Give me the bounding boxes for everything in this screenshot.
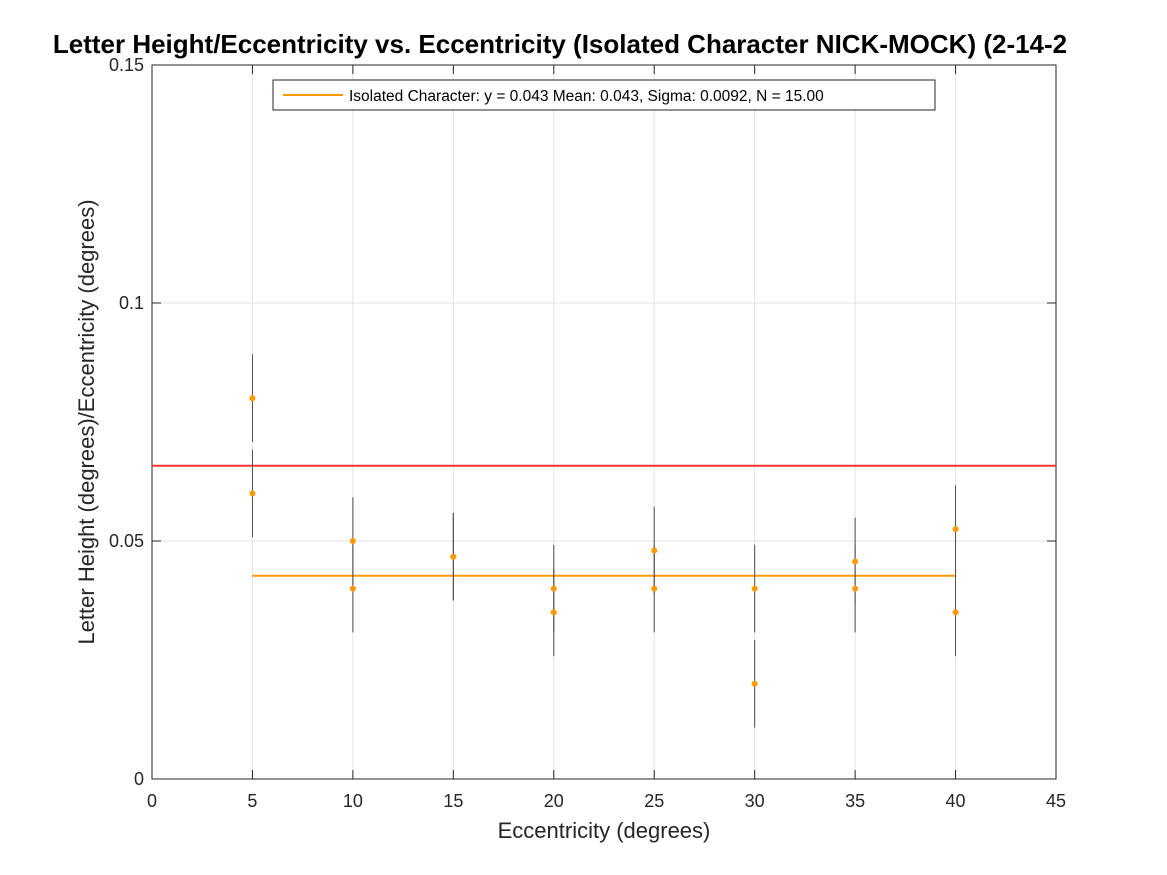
y-axis-label: Letter Height (degrees)/Eccentricity (de… <box>74 199 99 644</box>
plot-area-frame <box>151 64 1057 780</box>
x-tick-label: 20 <box>544 791 564 811</box>
x-tick-label: 25 <box>644 791 664 811</box>
legend-entry-label: Isolated Character: y = 0.043 Mean: 0.04… <box>349 88 824 105</box>
legend-box <box>272 79 936 111</box>
x-tick-label: 40 <box>946 791 966 811</box>
data-point <box>349 585 356 592</box>
data-point <box>751 680 758 687</box>
axis-ticks <box>151 64 1057 780</box>
data-point <box>550 585 557 592</box>
legend: Isolated Character: y = 0.043 Mean: 0.04… <box>272 79 936 111</box>
y-tick-label: 0 <box>134 769 144 789</box>
y-tick-label: 0.15 <box>109 55 144 75</box>
x-tick-label: 10 <box>343 791 363 811</box>
x-tick-label: 35 <box>845 791 865 811</box>
data-point <box>952 526 959 533</box>
data-point <box>550 609 557 616</box>
x-axis-label: Eccentricity (degrees) <box>498 818 711 843</box>
data-point <box>651 585 658 592</box>
data-point <box>249 395 256 402</box>
chart-title: Letter Height/Eccentricity vs. Eccentric… <box>53 29 1067 59</box>
data-point <box>852 585 859 592</box>
grid-lines <box>152 65 1056 779</box>
x-tick-label: 15 <box>443 791 463 811</box>
x-tick-label: 30 <box>745 791 765 811</box>
y-tick-label: 0.1 <box>119 293 144 313</box>
x-tick-label: 45 <box>1046 791 1066 811</box>
data-points <box>249 395 959 687</box>
data-point <box>349 538 356 544</box>
data-point <box>751 585 758 592</box>
data-point <box>450 553 457 560</box>
data-point <box>852 558 859 565</box>
y-tick-label: 0.05 <box>109 531 144 551</box>
x-tick-label: 5 <box>247 791 257 811</box>
data-point <box>249 490 256 497</box>
data-point <box>651 547 658 554</box>
data-point <box>952 609 959 616</box>
x-tick-label: 0 <box>147 791 157 811</box>
